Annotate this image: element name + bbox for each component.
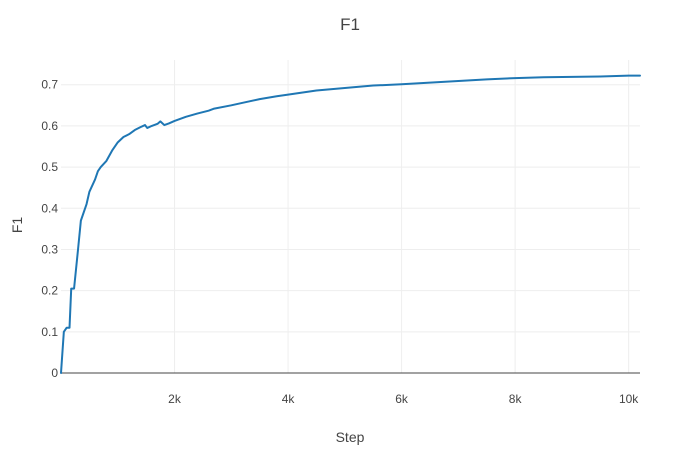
y-tick-label: 0.5 — [41, 160, 58, 174]
gridlines — [61, 60, 640, 373]
x-tick-label: 4k — [282, 392, 296, 406]
x-tick-label: 8k — [509, 392, 523, 406]
f1-series-line — [60, 74, 641, 374]
y-tick-label: 0.3 — [41, 242, 58, 256]
y-tick-label: 0.4 — [41, 201, 58, 215]
axes: 0 0.1 0.2 0.3 0.4 0.5 0.6 0.7 2k 4k 6k 8k 10k — [41, 78, 640, 406]
x-tick-label: 2k — [168, 392, 182, 406]
y-tick-label: 0.2 — [41, 284, 58, 298]
series-layer — [60, 74, 641, 374]
x-axis-label: Step — [336, 429, 365, 445]
y-tick-label: 0 — [51, 366, 58, 380]
y-tick-label: 0.7 — [41, 78, 58, 92]
x-tick-label: 10k — [619, 392, 639, 406]
y-tick-label: 0.6 — [41, 119, 58, 133]
chart-title: F1 — [340, 15, 360, 34]
y-tick-label: 0.1 — [41, 325, 58, 339]
y-axis-label: F1 — [9, 217, 25, 234]
x-tick-label: 6k — [395, 392, 409, 406]
